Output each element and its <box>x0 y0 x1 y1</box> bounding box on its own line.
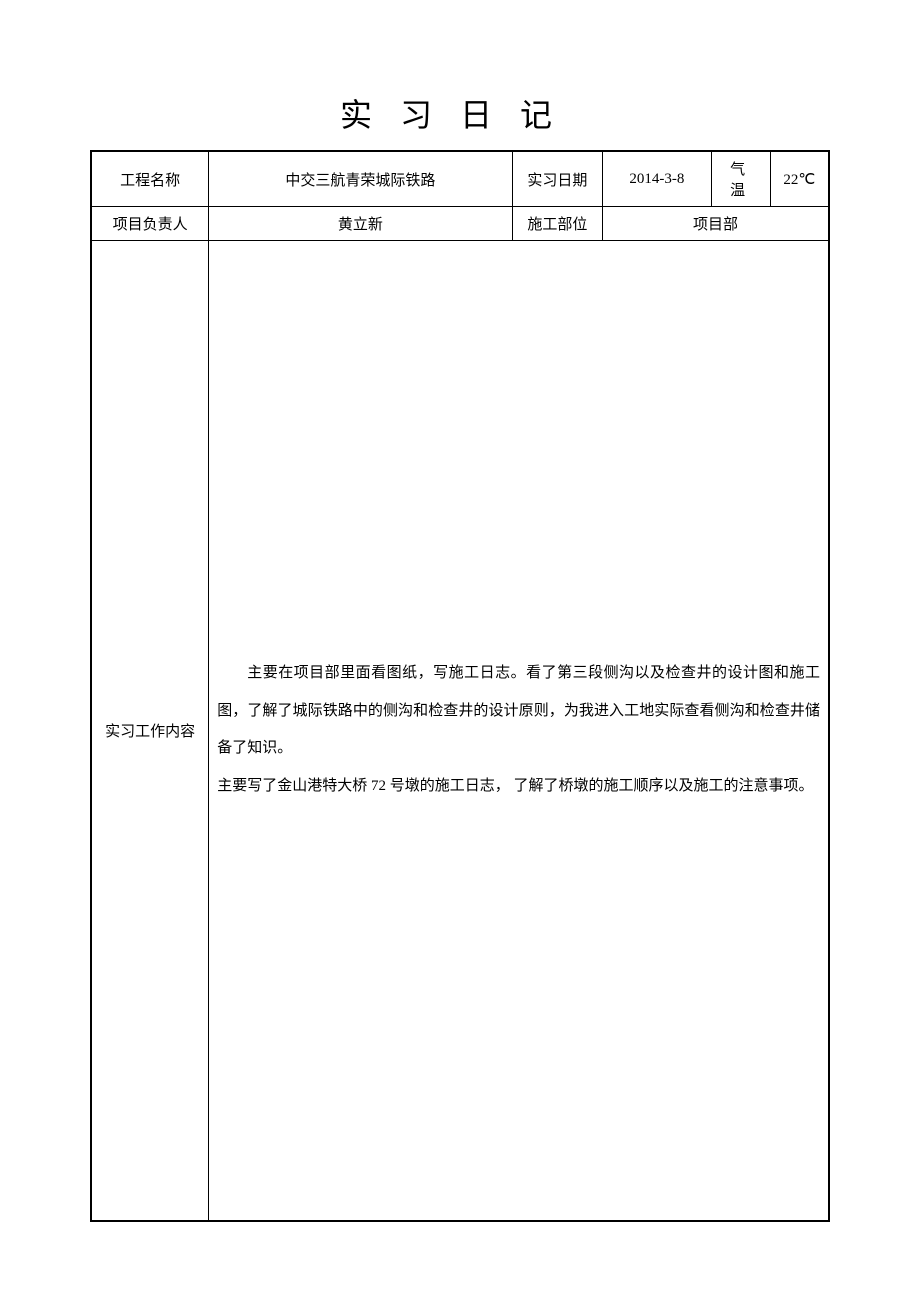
date-value: 2014-3-8 <box>603 151 712 207</box>
content-row: 实习工作内容 主要在项目部里面看图纸，写施工日志。看了第三段侧沟以及检查井的设计… <box>91 241 829 1221</box>
project-name-label: 工程名称 <box>91 151 209 207</box>
section-value: 项目部 <box>603 207 829 241</box>
project-name-value: 中交三航青荣城际铁路 <box>209 151 512 207</box>
content-body: 主要在项目部里面看图纸，写施工日志。看了第三段侧沟以及检查井的设计图和施工图，了… <box>209 241 829 1221</box>
content-label: 实习工作内容 <box>91 241 209 1221</box>
diary-table: 工程名称 中交三航青荣城际铁路 实习日期 2014-3-8 气 温 22℃ 项目… <box>90 150 830 1222</box>
section-label: 施工部位 <box>512 207 603 241</box>
temp-value: 22℃ <box>770 151 829 207</box>
header-row-1: 工程名称 中交三航青荣城际铁路 实习日期 2014-3-8 气 温 22℃ <box>91 151 829 207</box>
leader-label: 项目负责人 <box>91 207 209 241</box>
page-title: 实习日记 <box>90 90 830 136</box>
leader-value: 黄立新 <box>209 207 512 241</box>
content-paragraph-2: 主要写了金山港特大桥 72 号墩的施工日志， 了解了桥墩的施工顺序以及施工的注意… <box>217 768 820 806</box>
temp-label: 气 温 <box>711 151 770 207</box>
content-paragraph-1: 主要在项目部里面看图纸，写施工日志。看了第三段侧沟以及检查井的设计图和施工图，了… <box>217 655 820 768</box>
date-label: 实习日期 <box>512 151 603 207</box>
header-row-2: 项目负责人 黄立新 施工部位 项目部 <box>91 207 829 241</box>
